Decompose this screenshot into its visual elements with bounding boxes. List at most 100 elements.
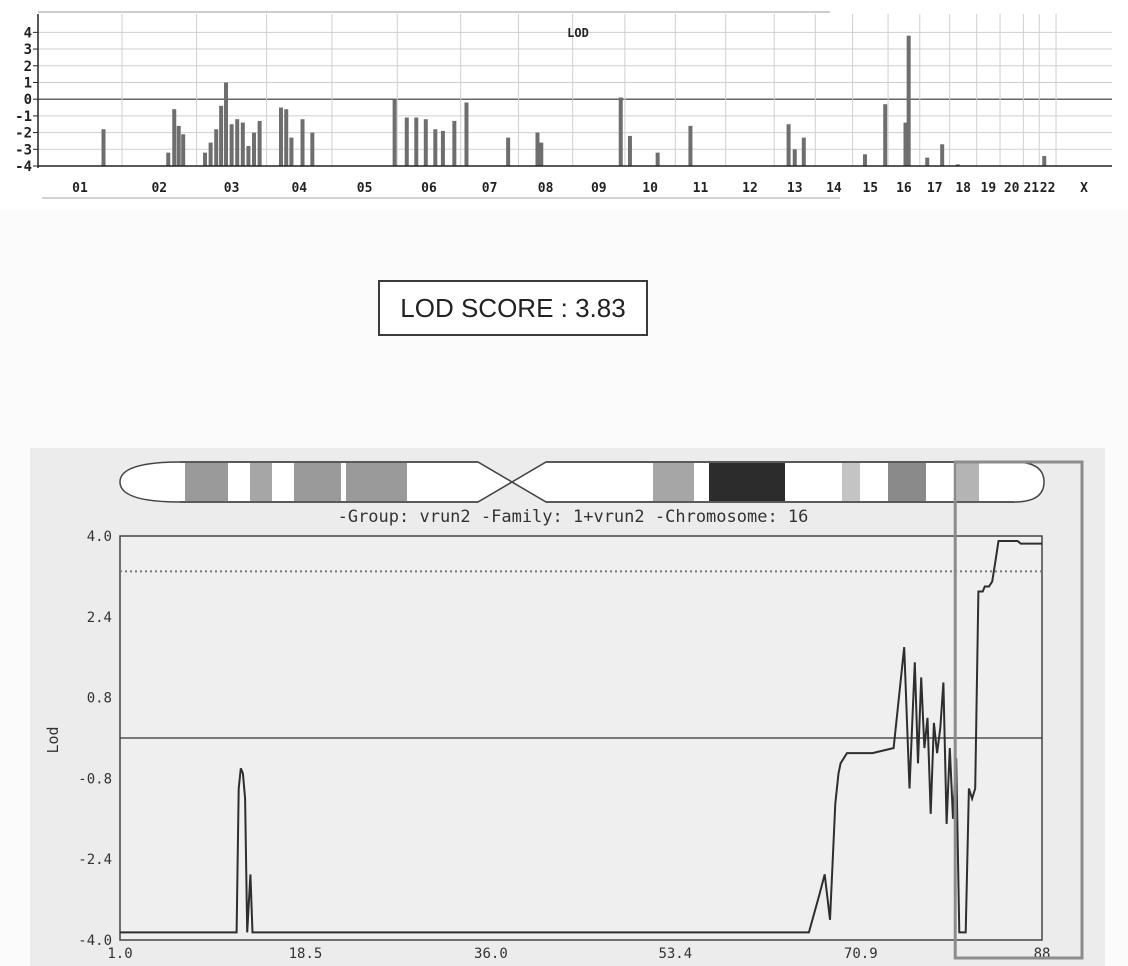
lod-bar <box>414 117 419 166</box>
top-x-tick-label: 20 <box>1004 181 1020 196</box>
bottom-y-tick-label: 2.4 <box>87 610 112 626</box>
ideogram-band <box>250 463 272 501</box>
lod-bar <box>539 142 544 166</box>
lod-bar <box>101 129 106 166</box>
top-x-tick-label: 08 <box>538 181 554 196</box>
bottom-x-tick-label: 18.5 <box>289 946 323 962</box>
lod-bar <box>618 97 623 166</box>
top-chart-bars <box>101 35 1047 166</box>
lod-bar <box>310 132 315 166</box>
lod-bar <box>1042 155 1047 166</box>
top-x-tick-label: 17 <box>927 181 943 196</box>
top-x-tick-label: 04 <box>291 181 307 196</box>
lod-bar <box>452 120 457 166</box>
lod-bar <box>176 125 181 166</box>
lod-bar <box>219 105 224 166</box>
lod-bar <box>203 152 208 166</box>
top-chart-grid <box>38 14 1112 167</box>
bottom-x-tick-label: 88 <box>1034 946 1051 962</box>
lod-bar <box>883 104 888 166</box>
lod-bar <box>863 154 868 166</box>
top-chart-title: LOD <box>567 26 589 40</box>
top-y-tick-label: 2 <box>24 59 32 75</box>
top-x-tick-label: 22 <box>1040 181 1056 196</box>
top-chart-background <box>0 0 1128 210</box>
chromosome-lod-chart: -Group: vrun2 -Family: 1+vrun2 -Chromoso… <box>30 448 1105 966</box>
lod-bar <box>240 122 245 166</box>
lod-bar <box>404 117 409 166</box>
top-x-tick-label: 12 <box>742 181 758 196</box>
bottom-chart-plot: 4.0 2.4 0.8 -0.8 -2.4 -4.01.0 18.5 36.0 53.4 70.9… <box>78 460 1084 962</box>
lod-bar <box>792 149 797 166</box>
ideogram-band <box>709 463 785 501</box>
top-y-tick-label: 1 <box>24 75 32 91</box>
ideogram-band <box>653 463 694 501</box>
bottom-chart-y-axis-label: Lod <box>44 726 62 753</box>
top-x-tick-label: 11 <box>693 181 709 196</box>
top-x-tick-label: 09 <box>591 181 607 196</box>
bottom-y-tick-label: 0.8 <box>87 691 112 707</box>
top-x-tick-label: 03 <box>224 181 240 196</box>
lod-bar <box>440 130 445 166</box>
lod-bar <box>801 137 806 166</box>
lod-bar <box>172 109 177 166</box>
lod-bar <box>181 134 186 166</box>
top-x-tick-label: 10 <box>642 181 658 196</box>
ideogram-band <box>957 463 979 501</box>
lod-bar <box>627 135 632 166</box>
lod-bar <box>289 137 294 166</box>
ideogram-band <box>888 463 926 501</box>
bottom-y-tick-label: -2.4 <box>78 852 112 868</box>
lod-bar <box>208 142 213 166</box>
bottom-x-tick-label: 36.0 <box>474 946 508 962</box>
lod-bar <box>278 107 283 166</box>
lod-bar <box>906 35 911 166</box>
bottom-y-tick-label: -4.0 <box>78 933 112 949</box>
bottom-y-tick-label: 4.0 <box>87 529 112 545</box>
lod-bar <box>423 119 428 166</box>
top-x-tick-label: 06 <box>421 181 437 196</box>
top-y-tick-label: -2 <box>15 126 32 142</box>
top-x-tick-label: 19 <box>981 181 997 196</box>
lod-bar <box>392 99 397 166</box>
lod-bar <box>252 132 257 166</box>
bottom-x-tick-label: 1.0 <box>107 946 132 962</box>
top-x-tick-label: 01 <box>72 181 88 196</box>
lod-bar <box>688 125 693 166</box>
chromosome-ideogram <box>119 461 1045 503</box>
bottom-chart-title: -Group: vrun2 -Family: 1+vrun2 -Chromoso… <box>338 507 809 527</box>
lod-bar <box>257 120 262 166</box>
lod-bar <box>235 119 240 166</box>
lod-bar <box>246 145 251 166</box>
ideogram-centromere <box>477 461 547 503</box>
top-x-tick-label: 16 <box>896 181 912 196</box>
top-x-tick-label: 14 <box>826 181 842 196</box>
bottom-y-tick-label: -0.8 <box>78 771 112 787</box>
lod-bar <box>955 164 960 166</box>
lod-bar <box>166 152 171 166</box>
lod-bar <box>655 152 660 166</box>
ideogram-band <box>346 463 407 501</box>
top-x-tick-label: 07 <box>482 181 498 196</box>
top-y-tick-label: -1 <box>15 109 32 125</box>
top-y-tick-label: 4 <box>24 25 32 41</box>
top-y-tick-label: 0 <box>24 92 32 108</box>
bottom-x-tick-label: 70.9 <box>844 946 878 962</box>
bottom-x-tick-label: 53.4 <box>658 946 692 962</box>
ideogram-band <box>294 463 341 501</box>
top-x-tick-label: 13 <box>787 181 803 196</box>
top-y-tick-label: -3 <box>15 142 32 158</box>
lod-bar <box>284 109 289 166</box>
lod-bar <box>506 137 511 166</box>
lod-bar <box>224 82 229 166</box>
lod-bar <box>433 129 438 166</box>
top-y-tick-label: -4 <box>15 159 32 175</box>
ideogram-band <box>185 463 228 501</box>
lod-score-box: LOD SCORE : 3.83 <box>378 280 648 336</box>
ideogram-band <box>842 463 860 501</box>
lod-bar <box>300 119 305 166</box>
highlight-region-box <box>953 460 1084 960</box>
